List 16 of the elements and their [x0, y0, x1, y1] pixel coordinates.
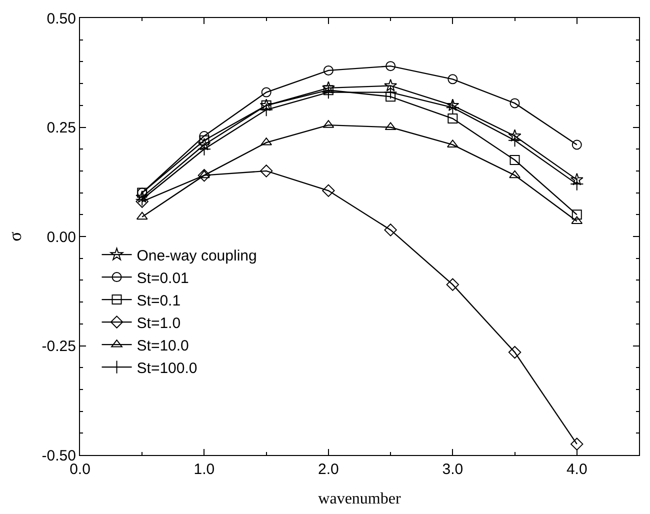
legend-label: St=1.0 [136, 314, 181, 332]
legend-label: St=0.1 [136, 292, 181, 310]
y-tick-label: 0.50 [46, 10, 76, 28]
y-tick-label: 0.00 [46, 228, 76, 246]
legend-label: St=100.0 [136, 360, 198, 377]
y-tick-label: -0.25 [42, 338, 76, 355]
legend-label: One-way coupling [136, 247, 257, 264]
legend-label: St=10.0 [136, 337, 189, 354]
legend-label: St=0.01 [136, 270, 189, 287]
y-tick-label: 0.25 [46, 120, 76, 136]
x-tick-label: 4.0 [566, 461, 588, 478]
x-tick-label: 2.0 [318, 461, 339, 478]
x-axis-title: wavenumber [318, 490, 402, 508]
x-tick-label: 3.0 [442, 461, 464, 478]
x-tick-label: 1.0 [194, 461, 215, 478]
y-axis-title: σ [4, 231, 25, 242]
